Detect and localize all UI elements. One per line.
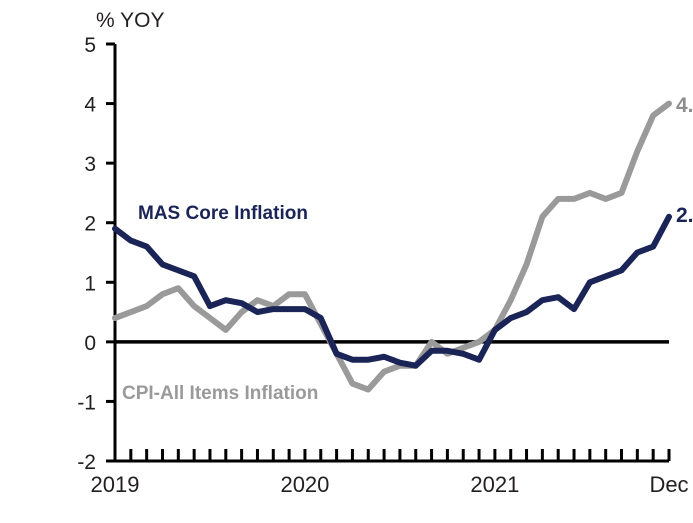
x-axis-tick-label: 2021: [470, 472, 519, 497]
x-axis-labels: 2019 2020 2021 Dec: [91, 472, 689, 497]
y-axis-tick-label: 4: [84, 94, 96, 117]
end-value-label-mas-core: 2.1: [676, 204, 693, 227]
y-axis-tick-label: 0: [84, 332, 96, 355]
x-axis-tick-label: 2020: [280, 472, 329, 497]
end-value-label-cpi-all-items: 4.0: [676, 94, 693, 117]
y-axis-tick-label: 3: [84, 153, 96, 176]
y-axis-tick-label: 2: [84, 213, 96, 236]
series-line-cpi-all-items: [112, 100, 672, 393]
y-axis-tick-label: 5: [84, 34, 96, 57]
series-label-cpi-all-items: CPI-All Items Inflation: [122, 383, 318, 404]
y-axis-tick-label: 1: [84, 272, 96, 295]
x-axis-tick-label: 2019: [91, 472, 140, 497]
y-axis-tick-label: -2: [77, 451, 96, 474]
series-line-mas-core: [112, 213, 672, 369]
y-axis-ticks: 5 4 3 2 1 0 -1 -2: [77, 34, 115, 474]
x-axis-tick-label: Dec: [649, 472, 688, 497]
x-axis-ticks: [113, 449, 671, 463]
y-axis-unit-label: % YOY: [96, 9, 164, 32]
y-axis-tick-label: -1: [77, 391, 96, 414]
series-label-mas-core: MAS Core Inflation: [138, 203, 308, 224]
